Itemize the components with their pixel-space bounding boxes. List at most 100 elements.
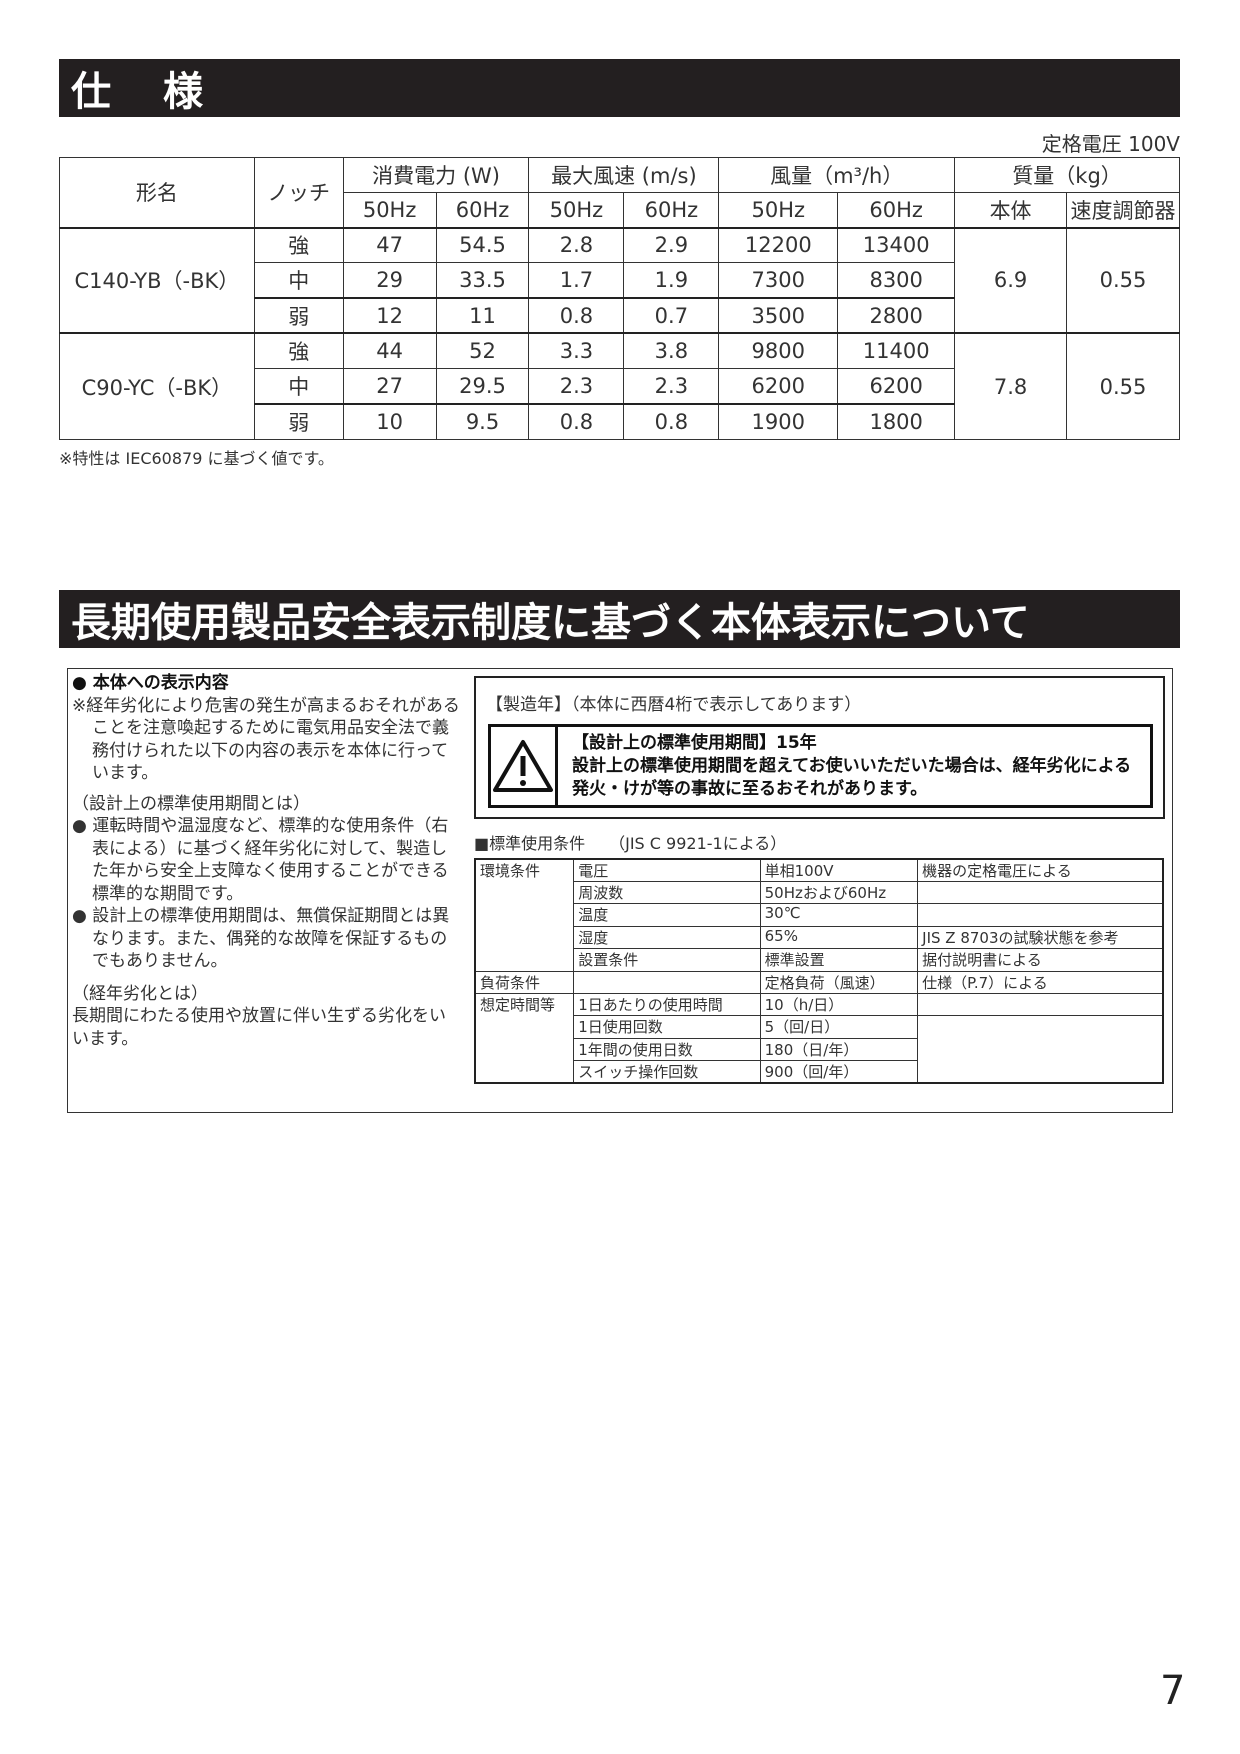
header-airflow: 風量（m³/h） (718, 157, 956, 193)
condition-value: 定格負荷（風速） (759, 970, 919, 994)
condition-group: 環境条件 (474, 858, 575, 972)
header-60hz: 60Hz (435, 192, 530, 228)
left-subheading-1: （設計上の標準使用期間とは） (72, 793, 310, 814)
spec-row: 弱 10 9.5 0.8 0.8 1900 1800 (60, 402, 1180, 440)
condition-row: 1日使用回数 5（回/日） (475, 1015, 1164, 1084)
condition-row: 設置条件 標準設置 据付説明書による (475, 948, 1164, 972)
cell-s50: 3.3 (528, 332, 625, 370)
mass-controller: 0.55 (1066, 332, 1180, 440)
warning-box: 【設計上の標準使用期間】15年 設計上の標準使用期間を超えてお使いいただいた場合… (488, 724, 1153, 808)
cell-p60: 52 (435, 332, 530, 370)
condition-note (917, 903, 1164, 927)
cell-s60: 3.8 (623, 332, 720, 370)
condition-note: JIS Z 8703の試験状態を参考 (917, 925, 1164, 950)
cell-notch: 弱 (253, 402, 344, 440)
cell-p60: 33.5 (435, 262, 530, 299)
manufacture-year: 【製造年】（本体に西暦4桁で表示してあります） (486, 695, 862, 715)
cell-a50: 7300 (718, 262, 839, 299)
condition-note: 仕様（P.7）による (917, 970, 1164, 994)
condition-row: 1年間の使用日数 180（日/年） (475, 1037, 1163, 1062)
safety-box (67, 668, 1173, 1113)
condition-group: 想定時間等 (474, 992, 575, 1084)
condition-item: 温度 (573, 903, 761, 927)
condition-row: スイッチ操作回数 900（回/年） (475, 1060, 1163, 1084)
cell-p50: 12 (342, 297, 437, 334)
condition-item: 1日あたりの使用時間 (573, 992, 761, 1017)
left-definition: 長期間にわたる使用や放置に伴い生ずる劣化をいいます。 (72, 1006, 446, 1049)
spec-row: C90-YC（-BK）強 44 52 3.3 3.8 9800 11400 7.8 0.55 (59, 332, 1180, 440)
spec-title-band: 仕 様 (59, 59, 1180, 117)
cell-notch: 強 (253, 332, 344, 370)
cell-s60: 0.7 (623, 297, 720, 334)
cell-notch: 中 (253, 262, 344, 299)
header-controller: 速度調節器 (1066, 192, 1180, 228)
condition-value: 単相100V (759, 858, 919, 882)
condition-value: 5（回/日） (759, 1015, 919, 1039)
label-frame: 【製造年】（本体に西暦4桁で表示してあります） 【設計上の標準使用期間】15年 … (474, 676, 1165, 819)
warning-text: 設計上の標準使用期間を超えてお使いいただいた場合は、経年劣化による発火・けが等の… (572, 756, 1132, 799)
header-60hz: 60Hz (623, 192, 720, 228)
condition-group: 負荷条件 (474, 970, 575, 994)
cell-s60: 2.9 (623, 226, 720, 264)
rated-voltage: 定格電圧 100V (1041, 132, 1180, 156)
condition-item (573, 970, 761, 994)
cell-p60: 54.5 (435, 226, 530, 264)
cell-p60: 29.5 (435, 368, 530, 405)
cell-a50: 3500 (718, 297, 839, 334)
safety-left-text: ● 本体への表示内容 ※経年劣化により危害の発生が高まるおそれがあることを注意喚… (72, 672, 462, 1050)
cell-a50: 6200 (718, 368, 839, 405)
cell-a50: 12200 (718, 226, 839, 264)
condition-note (917, 1015, 1164, 1084)
cell-a60: 2800 (837, 297, 956, 334)
spec-row: 中 27 29.5 2.3 2.3 6200 6200 (60, 368, 1180, 405)
header-50hz: 50Hz (718, 192, 839, 228)
condition-note (917, 880, 1164, 905)
cell-s50: 0.8 (528, 297, 625, 334)
cell-notch: 中 (253, 368, 344, 405)
page-number: 7 (1160, 1668, 1186, 1714)
left-bullet-2: ● 設計上の標準使用期間は、無償保証期間とは異なります。また、偶発的な故障を保証… (72, 906, 450, 971)
condition-value: 180（日/年） (759, 1037, 919, 1062)
spec-row: C140-YB（-BK）強 47 54.5 2.8 2.9 12200 13400 6.9 0.… (59, 226, 1180, 334)
condition-note: 据付説明書による (917, 948, 1164, 972)
model-name: C140-YB（-BK） (59, 226, 255, 334)
cell-p50: 29 (342, 262, 437, 299)
cell-p50: 10 (342, 402, 437, 440)
cell-s60: 1.9 (623, 262, 720, 299)
safety-title-band: 長期使用製品安全表示制度に基づく本体表示について (59, 590, 1180, 648)
header-body: 本体 (954, 192, 1067, 228)
model-name: C90-YC（-BK） (59, 332, 255, 440)
mass-controller: 0.55 (1066, 226, 1180, 334)
header-mass: 質量（kg） (954, 157, 1180, 193)
spec-table: 形名 ノッチ 消費電力 (W) 最大風速 (m/s) 風量（m³/h） 質量（k… (59, 157, 1180, 440)
mass-body: 7.8 (954, 332, 1067, 440)
condition-row: 想定時間等 1日あたりの使用時間 10（h/日） (474, 992, 1164, 1084)
left-bullet-1: ● 運転時間や温湿度など、標準的な使用条件（右表による）に基づく経年劣化に対して… (72, 816, 449, 904)
cell-s50: 1.7 (528, 262, 625, 299)
conditions-table: 環境条件 電圧 単相100V 機器の定格電圧による 周波数 50Hzおよび60Hz 温度 30… (474, 858, 1164, 1085)
condition-note: 機器の定格電圧による (917, 858, 1164, 882)
cell-a60: 1800 (837, 402, 956, 440)
cell-s50: 2.3 (528, 368, 625, 405)
conditions-title: ■標準使用条件 （JIS C 9921-1による） (474, 834, 787, 853)
condition-value: 30℃ (759, 903, 919, 927)
header-50hz: 50Hz (528, 192, 625, 228)
condition-item: スイッチ操作回数 (573, 1060, 761, 1084)
cell-a60: 13400 (837, 226, 956, 264)
spec-footnote: ※特性は IEC60879 に基づく値です。 (59, 449, 334, 468)
condition-note (917, 992, 1164, 1017)
condition-row: 温度 30℃ (475, 903, 1164, 927)
warning-triangle-icon (491, 727, 558, 805)
cell-notch: 強 (253, 226, 344, 264)
condition-row: 環境条件 電圧 単相100V 機器の定格電圧による (474, 858, 1164, 972)
condition-value: 10（h/日） (759, 992, 919, 1017)
cell-a60: 11400 (837, 332, 956, 370)
cell-p50: 47 (342, 226, 437, 264)
cell-p50: 27 (342, 368, 437, 405)
condition-item: 湿度 (573, 925, 761, 950)
header-60hz: 60Hz (837, 192, 956, 228)
cell-a50: 9800 (718, 332, 839, 370)
condition-value: 50Hzおよび60Hz (759, 880, 919, 905)
header-notch: ノッチ (253, 157, 344, 228)
spec-row: 弱 12 11 0.8 0.7 3500 2800 (60, 297, 1180, 334)
